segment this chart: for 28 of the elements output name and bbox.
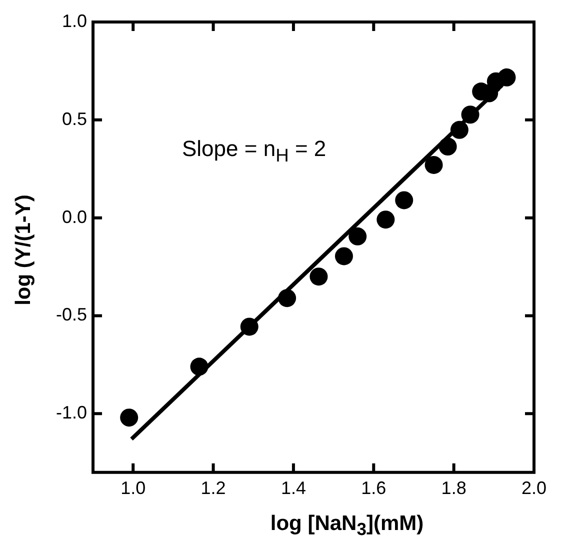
y-tick-label: -1.0 (56, 402, 88, 423)
point (424, 156, 443, 174)
x-tick-label: 1.6 (361, 478, 386, 498)
x-tick-label: 1.0 (120, 478, 146, 498)
y-tick-label: 1.0 (62, 10, 88, 31)
annotation: Slope = n$_{H}$ = 2 (182, 136, 326, 166)
point (395, 191, 414, 210)
y-tick-label: 0.5 (62, 108, 88, 129)
point (120, 408, 138, 427)
point (450, 120, 468, 139)
point (498, 68, 516, 86)
point (190, 358, 208, 376)
y-axis-title: log (Y/(1-Y) (12, 194, 36, 306)
point (348, 227, 367, 246)
point (240, 318, 258, 336)
point (376, 210, 395, 229)
x-tick-label: 1.8 (441, 478, 466, 498)
point (278, 289, 296, 308)
point (438, 138, 457, 156)
x-axis-title: log [NaN$_{3}$](mM) (269, 512, 425, 540)
point (310, 268, 328, 286)
x-tick-label: 2.0 (521, 478, 547, 498)
y-tick-label: 0.0 (62, 206, 88, 227)
x-tick-label: 1.4 (280, 478, 306, 498)
x-tick-label: 1.2 (200, 478, 226, 498)
y-tick-label: -0.5 (56, 304, 88, 325)
point (461, 106, 480, 124)
point (334, 247, 353, 266)
